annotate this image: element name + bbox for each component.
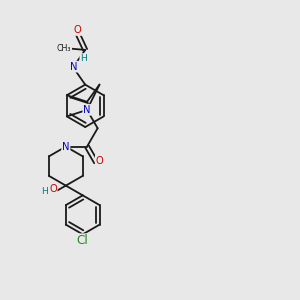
Text: O: O	[96, 156, 104, 166]
Text: CH₃: CH₃	[57, 44, 71, 52]
Text: Cl: Cl	[77, 234, 88, 247]
Text: O: O	[74, 25, 82, 35]
Text: H: H	[80, 54, 87, 63]
Text: H: H	[40, 187, 47, 196]
Text: O: O	[49, 184, 57, 194]
Text: N: N	[70, 62, 78, 72]
Text: N: N	[62, 142, 70, 152]
Text: N: N	[83, 105, 91, 115]
